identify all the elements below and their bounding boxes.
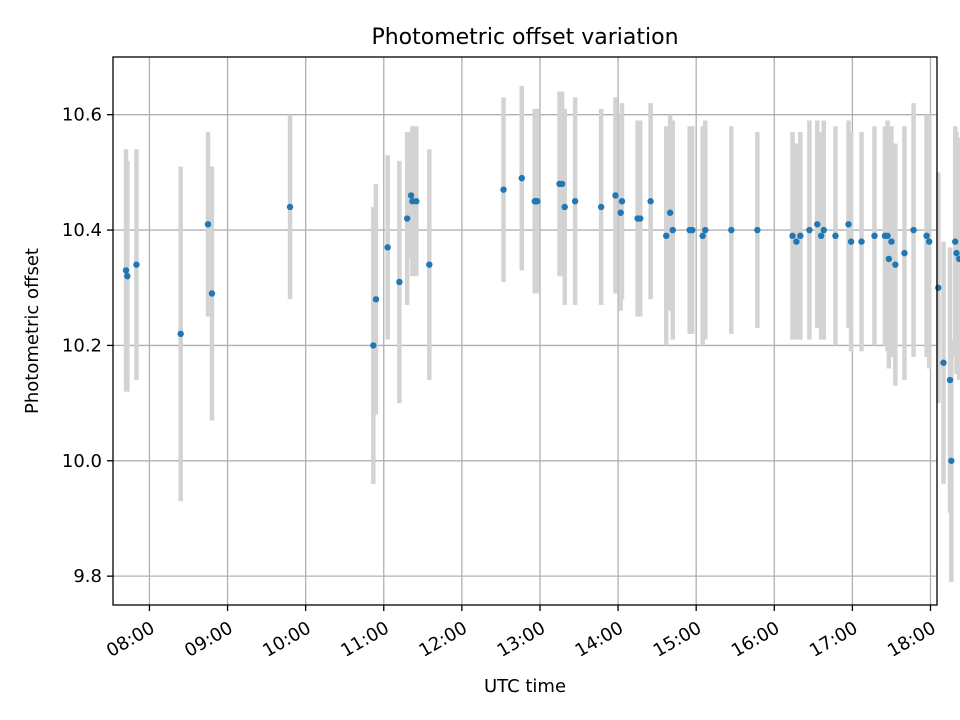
data-point <box>571 198 579 205</box>
data-point <box>806 226 813 234</box>
data-point <box>689 226 696 234</box>
data-point <box>666 209 674 216</box>
y-tick-label: 10.2 <box>62 335 102 356</box>
data-point <box>789 232 796 240</box>
data-point <box>534 198 541 205</box>
data-point <box>888 238 895 245</box>
data-point <box>403 215 411 222</box>
data-point <box>133 261 140 268</box>
data-point <box>754 226 761 234</box>
data-point <box>597 203 605 211</box>
data-point <box>892 261 899 268</box>
data-point <box>817 232 825 240</box>
y-tick-label: 10.6 <box>62 105 102 126</box>
data-point <box>500 186 507 193</box>
data-point <box>955 255 960 263</box>
data-point <box>618 198 626 205</box>
data-point <box>847 238 855 245</box>
y-tick-label: 10.0 <box>62 451 102 472</box>
data-point <box>948 457 955 464</box>
data-point <box>935 284 942 291</box>
data-point <box>728 226 735 234</box>
data-point <box>845 221 852 228</box>
data-point <box>561 203 568 211</box>
data-point <box>663 232 670 240</box>
data-point <box>797 232 804 240</box>
data-point <box>122 267 130 274</box>
data-point <box>910 226 917 234</box>
data-point <box>396 278 403 286</box>
data-point <box>884 232 891 240</box>
data-point <box>612 192 619 199</box>
data-point <box>286 203 294 211</box>
data-point <box>558 180 566 188</box>
x-axis-label: UTC time <box>484 676 566 697</box>
data-point <box>820 226 827 234</box>
data-point <box>124 273 131 280</box>
data-point <box>413 198 420 205</box>
data-point <box>699 232 706 240</box>
data-point <box>901 249 908 257</box>
data-points <box>122 174 960 464</box>
data-point <box>518 174 525 182</box>
data-point <box>372 296 380 303</box>
data-point <box>204 221 212 228</box>
data-point <box>814 221 821 228</box>
data-point <box>952 238 959 245</box>
data-point <box>669 226 676 234</box>
plot-area-frame <box>112 56 938 606</box>
grid-lines <box>113 57 937 605</box>
data-point <box>702 226 709 234</box>
data-point <box>885 255 893 263</box>
y-axis-ticks: 9.8 10.0 10.2 10.4 10.6 <box>62 105 113 587</box>
data-point <box>858 238 865 245</box>
data-point <box>832 232 839 240</box>
chart-title: Photometric offset variation <box>371 25 678 50</box>
data-point <box>946 376 954 384</box>
data-point <box>384 244 391 251</box>
data-point <box>370 342 377 349</box>
data-point <box>647 198 654 205</box>
data-point <box>940 359 947 366</box>
data-point <box>208 290 216 297</box>
data-point <box>925 238 933 245</box>
data-point <box>637 215 644 222</box>
data-point <box>426 261 433 268</box>
data-point <box>177 330 184 338</box>
data-point <box>407 192 415 199</box>
y-tick-label: 9.8 <box>73 566 102 587</box>
data-point <box>871 232 878 240</box>
data-point <box>923 232 930 240</box>
y-tick-label: 10.4 <box>62 220 102 241</box>
data-point <box>953 249 960 257</box>
data-point <box>793 238 800 245</box>
y-axis-label: Photometric offset <box>22 248 43 414</box>
data-point <box>617 209 624 216</box>
